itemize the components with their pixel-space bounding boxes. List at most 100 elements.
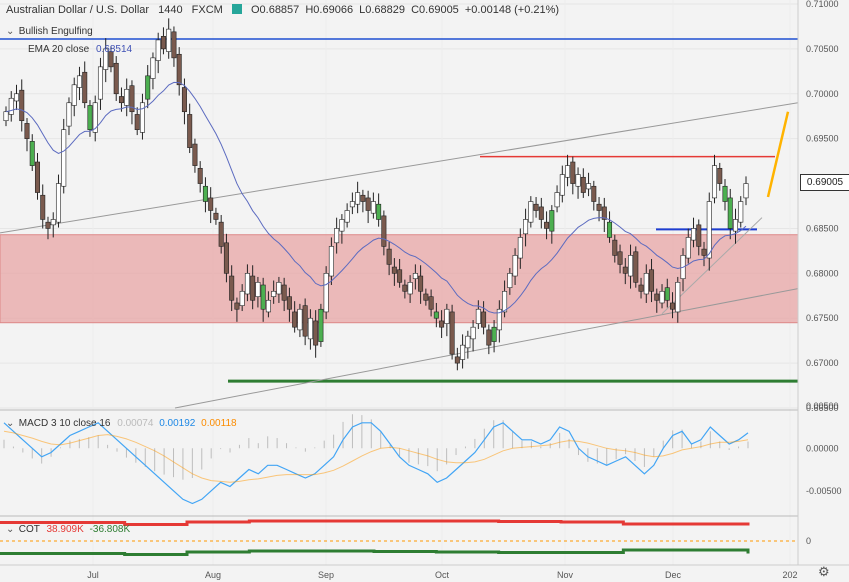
candle	[428, 296, 434, 310]
candle	[591, 185, 597, 202]
price-tick: 0.70500	[806, 44, 839, 54]
chevron-down-icon[interactable]: ⌄	[6, 26, 15, 37]
candle	[391, 266, 397, 274]
candle	[496, 308, 502, 331]
candle	[397, 269, 403, 283]
candle	[113, 62, 119, 95]
candle	[706, 201, 712, 259]
candle	[717, 167, 723, 184]
candle	[8, 97, 14, 115]
candle	[344, 210, 350, 223]
candle	[622, 266, 628, 274]
candle	[638, 284, 644, 292]
candle	[685, 237, 691, 259]
candle	[643, 273, 649, 295]
cot-long-line	[0, 519, 750, 526]
candle	[601, 206, 607, 220]
candle	[76, 75, 82, 88]
candle	[449, 311, 455, 355]
high-value: H0.69066	[305, 4, 354, 16]
price-axis: 0.710000.705000.700000.695000.690050.685…	[797, 0, 839, 565]
candle	[617, 251, 623, 265]
candle	[197, 167, 203, 184]
candle	[328, 246, 334, 277]
candle	[491, 326, 497, 342]
candle	[570, 161, 576, 184]
candles	[3, 18, 749, 371]
candle	[313, 320, 319, 346]
candle	[402, 284, 408, 292]
time-tick: Jul	[87, 570, 99, 580]
candle	[633, 251, 639, 283]
ema-study[interactable]: EMA 20 close 0.68514	[28, 44, 132, 55]
ema-label: EMA 20 close	[28, 44, 90, 55]
candle	[517, 237, 523, 259]
cot-short-value: -36.808K	[89, 524, 131, 535]
candle	[512, 255, 518, 277]
candle	[360, 194, 366, 202]
macd-label: MACD 3 10 close 16	[18, 418, 111, 429]
interval-label[interactable]: 1440	[158, 4, 183, 16]
candle	[481, 311, 487, 328]
candle	[71, 84, 77, 106]
macd-hist-value: 0.00074	[117, 418, 154, 429]
cot-long-value: 38.909K	[46, 524, 84, 535]
price-tick: 0.70000	[806, 89, 839, 99]
macd-signal-value: 0.00118	[201, 418, 237, 429]
candle	[29, 141, 35, 166]
candle	[323, 273, 329, 313]
candle	[607, 221, 613, 238]
candle	[554, 192, 560, 208]
macd-tick: 0.00500	[806, 401, 839, 411]
change-value: +0.00148 (+0.21%)	[464, 4, 560, 16]
candle	[202, 185, 208, 202]
candle	[208, 197, 214, 211]
pattern-study[interactable]: ⌄ Bullish Engulfing	[6, 26, 93, 37]
candle	[544, 221, 550, 229]
open-value: O0.68857	[250, 4, 300, 16]
candle	[365, 197, 371, 211]
candle	[523, 219, 529, 235]
candle	[412, 273, 418, 280]
candle	[176, 53, 182, 86]
price-tick: 0.68500	[806, 223, 839, 233]
macd-tick: -0.00500	[806, 486, 842, 496]
candle	[192, 143, 198, 166]
candle	[55, 183, 61, 223]
candle	[34, 161, 40, 193]
candle	[92, 102, 98, 133]
candle	[40, 194, 46, 220]
price-tick: 0.67500	[806, 313, 839, 323]
candle	[355, 192, 361, 205]
candle	[187, 114, 193, 148]
candle	[265, 299, 271, 313]
chevron-down-icon[interactable]: ⌄	[6, 524, 15, 535]
candle	[271, 290, 277, 297]
cot-pane: 0	[0, 515, 811, 556]
time-tick: Dec	[665, 570, 682, 580]
low-value: L0.68829	[359, 4, 406, 16]
candle	[475, 308, 481, 324]
candle	[82, 71, 88, 104]
symbol-name[interactable]: Australian Dollar / U.S. Dollar	[6, 4, 150, 16]
candle	[712, 165, 718, 199]
macd-line	[3, 422, 749, 505]
candle	[166, 28, 172, 52]
candle	[150, 57, 156, 79]
macd-study[interactable]: ⌄ MACD 3 10 close 16 0.00074 0.00192 0.0…	[6, 418, 237, 429]
gear-icon[interactable]: ⚙	[818, 564, 830, 579]
candle	[334, 228, 340, 244]
time-tick: 202	[782, 570, 797, 580]
candle	[433, 311, 439, 319]
pattern-label: Bullish Engulfing	[18, 26, 93, 37]
cot-study[interactable]: ⌄ COT 38.909K -36.808K	[6, 524, 130, 535]
time-tick: Sep	[318, 570, 334, 580]
source-label: FXCM	[191, 4, 223, 16]
candle	[302, 305, 308, 337]
close-value: C0.69005	[411, 4, 459, 16]
candle	[134, 114, 140, 130]
candle	[124, 88, 130, 106]
chevron-down-icon[interactable]: ⌄	[6, 418, 15, 429]
